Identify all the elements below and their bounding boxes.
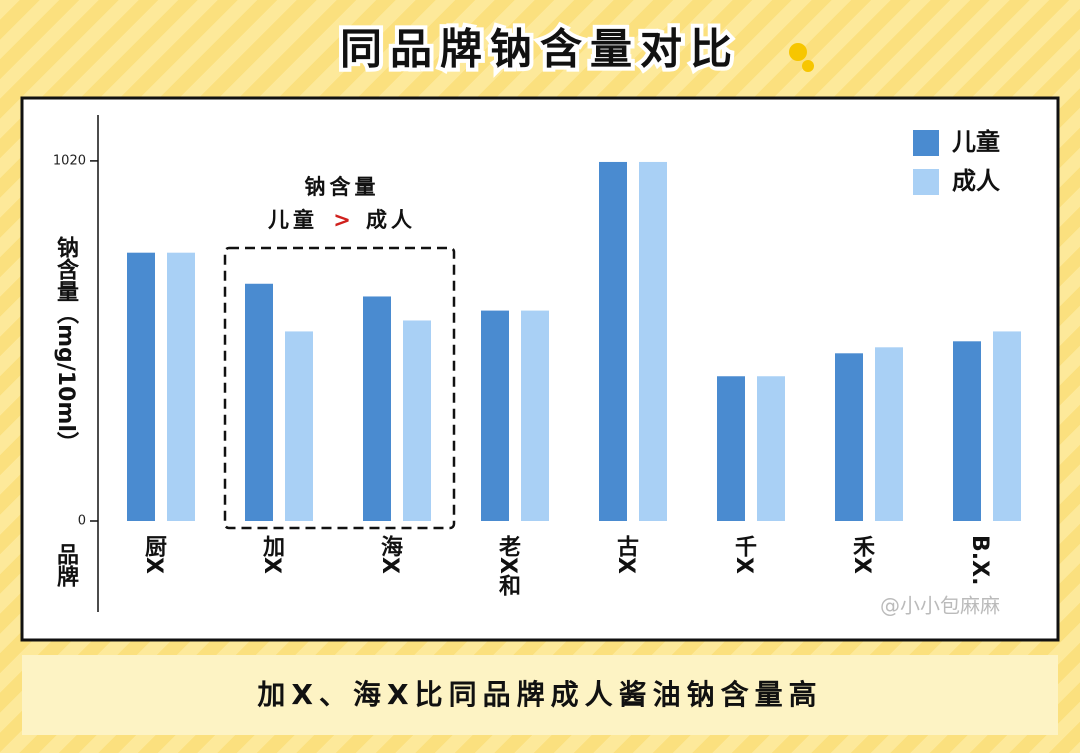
bar [757, 376, 785, 521]
annotation: 成人 [366, 208, 416, 232]
bar [403, 320, 431, 521]
bar [639, 161, 667, 522]
bar [285, 331, 313, 521]
bar [599, 161, 627, 522]
decor-dot [802, 60, 814, 72]
footer-band [22, 655, 1058, 735]
legend-label: 成人 [952, 167, 1000, 195]
legend-swatch [913, 169, 939, 195]
y-tick-label: 0 [78, 514, 86, 529]
highlight-box [223, 246, 456, 530]
bar [167, 252, 195, 521]
x-tick-label: 禾X [849, 535, 875, 574]
x-tick-label: 古X [613, 534, 639, 574]
bar [835, 353, 863, 521]
legend-swatch [913, 130, 939, 156]
bar [993, 331, 1021, 521]
y-tick-label: 1020 [53, 153, 86, 168]
annotation: 儿童 [268, 208, 318, 232]
bar [127, 252, 155, 521]
x-tick-label: 加X [259, 535, 286, 574]
x-tick-label: 老X和 [495, 535, 522, 596]
bar [521, 310, 549, 521]
bar [363, 296, 391, 521]
watermark: @小小包麻麻 [880, 594, 1000, 618]
decor-dot [789, 43, 807, 61]
bar [875, 347, 903, 521]
y-axis-label: 钠含量（mg/10ml） [53, 236, 79, 454]
x-tick-label: 千X [731, 535, 757, 574]
bar [953, 341, 981, 521]
x-axis-label: 品牌 [53, 543, 79, 588]
legend-label: 儿童 [952, 128, 1000, 156]
annotation: 钠含量 [305, 175, 380, 199]
x-tick-label: B.X. [967, 535, 992, 585]
x-tick-label: 厨X [141, 535, 167, 574]
bar [481, 310, 509, 521]
x-tick-label: 海X [377, 534, 403, 574]
annotation: > [333, 208, 351, 232]
bar [717, 376, 745, 521]
bar [245, 283, 273, 521]
chart-title: 同品牌钠含量对比 [340, 25, 740, 74]
footer-text: 加X、海X比同品牌成人酱油钠含量高 [257, 678, 822, 711]
